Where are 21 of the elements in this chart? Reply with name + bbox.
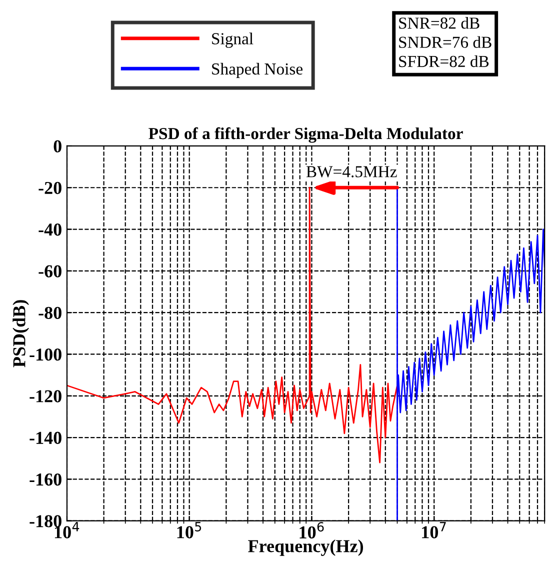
y-axis-title: PSD(dB) xyxy=(12,300,30,368)
x-tick-label: 10$^{6}$ xyxy=(300,522,324,539)
annotation: BW=4.5MHz xyxy=(306,166,397,178)
text: SNDR=76 dB xyxy=(399,36,492,48)
legend-label: Signal xyxy=(212,32,254,48)
y-tick-label: -20 xyxy=(38,182,62,194)
y-tick-label: -40 xyxy=(38,224,62,236)
y-tick-label: -80 xyxy=(38,306,62,320)
y-tick-label: -140 xyxy=(30,432,62,444)
y-tick-label: -100 xyxy=(30,348,62,361)
y-tick-label: -160 xyxy=(30,473,62,486)
y-tick-label: -120 xyxy=(30,390,62,402)
chart-title: PSD of a fifth-order Sigma-Delta Modulator xyxy=(148,127,463,143)
legend-label: Shaped Noise xyxy=(212,62,303,78)
y-tick-label: 0 xyxy=(54,140,62,152)
text: SFDR=82 dB xyxy=(399,55,489,68)
x-tick-label: 10$^{7}$ xyxy=(422,522,446,538)
x-tick-label: 10$^{5}$ xyxy=(177,522,202,538)
text: SNR=82 dB xyxy=(399,17,480,29)
x-axis-title: Frequency(Hz) xyxy=(248,540,363,556)
y-tick-label: -60 xyxy=(38,265,62,278)
